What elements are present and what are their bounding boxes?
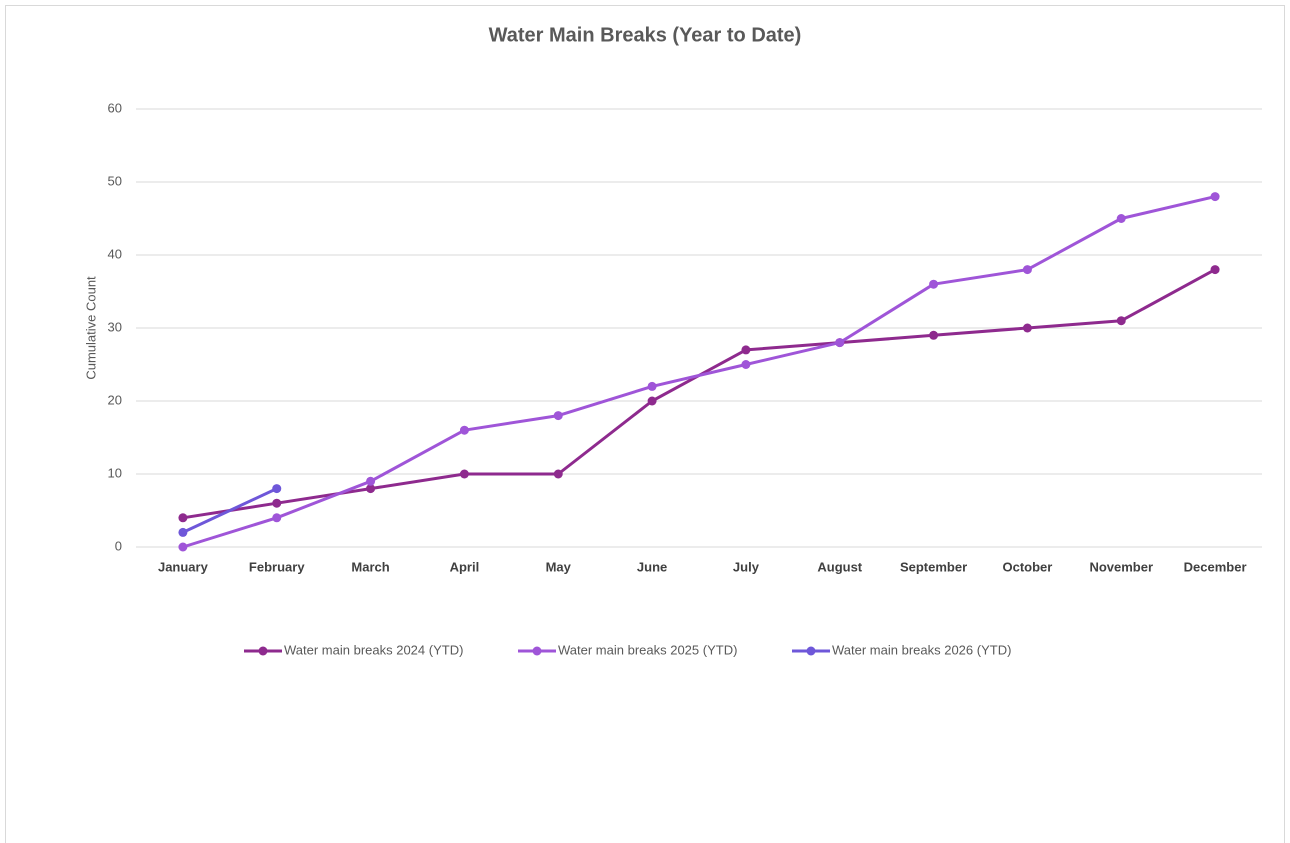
x-tick-label: October: [1002, 559, 1052, 574]
data-point: [553, 411, 563, 421]
data-point: [647, 396, 657, 406]
y-tick-label: 60: [108, 100, 122, 115]
x-tick-label: June: [637, 559, 667, 574]
data-point: [1210, 265, 1220, 275]
data-point: [1210, 192, 1220, 202]
data-point: [1022, 323, 1032, 333]
y-tick-label: 0: [115, 538, 122, 553]
y-tick-label: 40: [108, 246, 122, 261]
data-point: [553, 469, 563, 479]
legend-marker: [806, 646, 816, 656]
chart-title: Water Main Breaks (Year to Date): [489, 24, 802, 46]
data-point: [366, 484, 376, 494]
data-point: [741, 360, 751, 369]
x-tick-label: July: [733, 559, 760, 574]
legend-marker: [258, 646, 268, 656]
data-point: [272, 484, 282, 494]
data-point: [1116, 214, 1126, 223]
y-tick-label: 10: [108, 465, 122, 480]
y-axis-label: Cumulative Count: [83, 276, 98, 380]
x-tick-label: April: [450, 559, 480, 574]
data-point: [835, 338, 845, 348]
x-tick-label: January: [158, 559, 209, 574]
x-tick-label: August: [817, 559, 862, 574]
x-tick-label: September: [900, 559, 967, 574]
data-point: [272, 513, 282, 523]
data-point: [272, 498, 282, 508]
y-tick-label: 20: [108, 392, 122, 407]
data-point: [647, 381, 657, 391]
legend-label: Water main breaks 2026 (YTD): [832, 642, 1011, 657]
legend-marker: [532, 646, 542, 656]
y-tick-label: 50: [108, 173, 122, 188]
chart-frame: [5, 5, 1285, 843]
data-point: [929, 279, 939, 289]
data-point: [366, 476, 376, 486]
legend-label: Water main breaks 2025 (YTD): [558, 642, 737, 657]
x-tick-label: March: [351, 559, 389, 574]
x-tick-label: May: [546, 559, 572, 574]
data-point: [929, 330, 939, 340]
data-point: [178, 513, 188, 523]
series-line: [182, 487, 278, 534]
data-point: [178, 542, 188, 552]
y-tick-label: 30: [108, 319, 122, 334]
x-tick-label: November: [1089, 559, 1153, 574]
data-point: [1022, 265, 1032, 275]
x-tick-label: December: [1184, 559, 1247, 574]
data-point: [741, 345, 751, 355]
data-point: [178, 527, 188, 537]
legend-label: Water main breaks 2024 (YTD): [284, 642, 463, 657]
series-line: [182, 195, 1216, 549]
data-point: [1116, 316, 1126, 326]
x-tick-label: February: [249, 559, 305, 574]
data-point: [459, 469, 469, 479]
data-point: [459, 425, 469, 435]
